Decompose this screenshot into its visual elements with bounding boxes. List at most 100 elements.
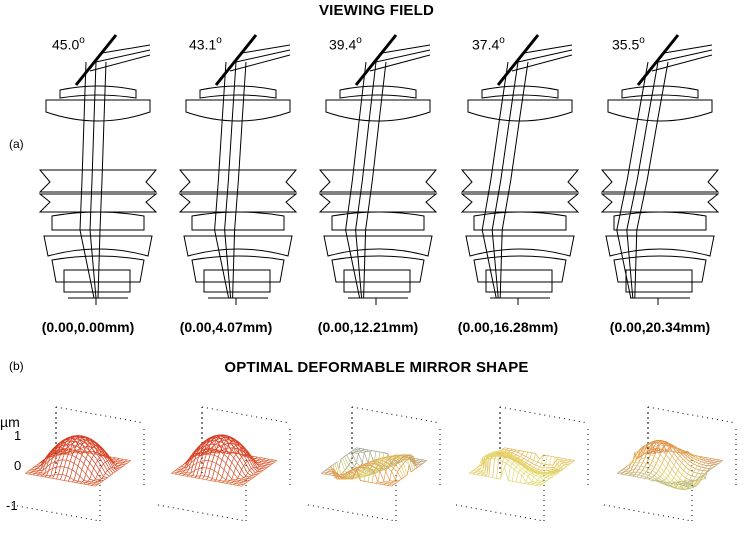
lens-element bbox=[185, 99, 291, 122]
lens-diagram-3 bbox=[318, 30, 468, 330]
traced-ray bbox=[616, 61, 649, 299]
lens-diagram-2 bbox=[178, 30, 328, 330]
lens-element bbox=[38, 193, 158, 213]
lens-element bbox=[43, 235, 153, 257]
field-coordinate-label: (0.00,16.28mm) bbox=[457, 319, 559, 335]
input-ray bbox=[235, 49, 291, 63]
input-ray bbox=[651, 54, 713, 72]
mirror-mesh bbox=[616, 439, 724, 490]
field-angle-value: 39.4 bbox=[329, 36, 357, 53]
input-ray bbox=[511, 54, 573, 72]
mirror-surface-plot-3 bbox=[300, 375, 448, 533]
mirror-mesh-svg bbox=[455, 406, 589, 522]
lens-element bbox=[460, 193, 580, 213]
input-ray bbox=[229, 54, 291, 72]
input-ray bbox=[517, 49, 573, 63]
lens-element bbox=[45, 99, 151, 122]
lens-element bbox=[485, 269, 553, 293]
lens-element bbox=[605, 235, 715, 257]
field-coordinate-label: (0.00,20.34mm) bbox=[609, 319, 711, 335]
lens-element bbox=[59, 85, 137, 99]
lens-element bbox=[625, 269, 693, 293]
lens-element bbox=[613, 211, 707, 231]
field-coordinate-label: (0.00,0.00mm) bbox=[41, 319, 135, 335]
lens-element bbox=[51, 211, 145, 231]
field-angle-value: 45.0 bbox=[52, 36, 80, 53]
lens-diagram-4 bbox=[460, 30, 610, 330]
mirror-surface-plot-4 bbox=[448, 375, 596, 533]
lens-element bbox=[199, 85, 277, 99]
lens-diagram-5 bbox=[600, 30, 750, 330]
lens-element bbox=[600, 193, 720, 213]
traced-ray bbox=[232, 61, 247, 299]
lens-element bbox=[473, 211, 567, 231]
field-angle-label: 35.5o bbox=[612, 35, 645, 53]
lens-element bbox=[191, 255, 285, 283]
traced-ray bbox=[481, 61, 509, 299]
degree-sign: o bbox=[356, 35, 362, 46]
mirror-surface-plot-1 bbox=[4, 375, 152, 533]
lens-element bbox=[613, 255, 707, 283]
input-ray bbox=[663, 44, 713, 54]
lens-element bbox=[467, 99, 573, 122]
deformable-mirror bbox=[354, 34, 398, 86]
axis-box bbox=[455, 406, 589, 522]
lens-element bbox=[331, 255, 425, 283]
lens-element bbox=[600, 169, 720, 193]
mirror-mesh bbox=[170, 434, 278, 487]
deformable-mirror bbox=[214, 34, 258, 86]
axis-unit-label: µm bbox=[0, 414, 20, 430]
traced-ray bbox=[214, 61, 230, 299]
field-angle-label: 37.4o bbox=[472, 35, 505, 53]
degree-sign: o bbox=[216, 35, 222, 46]
lens-element bbox=[178, 169, 298, 193]
lens-element bbox=[343, 269, 411, 293]
z-tick-label: -1 bbox=[6, 498, 18, 513]
optical-layout-svg bbox=[178, 34, 298, 305]
degree-sign: o bbox=[499, 35, 505, 46]
input-ray bbox=[657, 49, 713, 63]
optical-layout-svg bbox=[318, 34, 438, 305]
mirror-mesh bbox=[320, 447, 428, 487]
input-ray bbox=[241, 44, 291, 54]
mirror-surface-plot-2 bbox=[150, 375, 298, 533]
z-tick-label: 1 bbox=[14, 428, 22, 443]
optical-layout-svg bbox=[460, 34, 580, 305]
lens-diagram-1 bbox=[38, 30, 188, 330]
field-angle-label: 43.1o bbox=[189, 35, 222, 53]
lens-element bbox=[323, 235, 433, 257]
lens-element bbox=[465, 235, 575, 257]
field-coordinate-label: (0.00,12.21mm) bbox=[317, 319, 419, 335]
optical-layout-svg bbox=[600, 34, 720, 305]
lens-element bbox=[325, 99, 431, 122]
traced-ray bbox=[224, 61, 237, 299]
lens-element bbox=[331, 211, 425, 231]
axis-box bbox=[157, 406, 291, 522]
panel-label-b: (b) bbox=[9, 359, 24, 373]
lens-element bbox=[38, 169, 158, 193]
field-angle-value: 37.4 bbox=[472, 36, 500, 53]
input-ray bbox=[95, 49, 151, 63]
mirror-mesh bbox=[24, 435, 132, 487]
input-ray bbox=[369, 54, 431, 72]
mirror-surface-plot-5 bbox=[596, 375, 744, 533]
lens-element bbox=[607, 99, 713, 122]
mirror-mesh bbox=[468, 447, 576, 487]
traced-ray bbox=[89, 61, 97, 299]
axis-box bbox=[603, 406, 737, 522]
mirror-shape-title: OPTIMAL DEFORMABLE MIRROR SHAPE bbox=[224, 359, 529, 376]
traced-ray bbox=[79, 61, 95, 299]
lens-element bbox=[481, 85, 559, 99]
input-ray bbox=[89, 54, 151, 72]
panel-label-a: (a) bbox=[9, 137, 24, 151]
traced-ray bbox=[363, 61, 387, 299]
optical-layout-svg bbox=[38, 34, 158, 305]
lens-element bbox=[621, 85, 699, 99]
lens-element bbox=[183, 235, 293, 257]
traced-ray bbox=[491, 61, 519, 299]
lens-element bbox=[318, 169, 438, 193]
field-angle-label: 45.0o bbox=[52, 35, 85, 53]
traced-ray bbox=[97, 61, 107, 299]
lens-element bbox=[339, 85, 417, 99]
traced-ray bbox=[499, 61, 529, 299]
